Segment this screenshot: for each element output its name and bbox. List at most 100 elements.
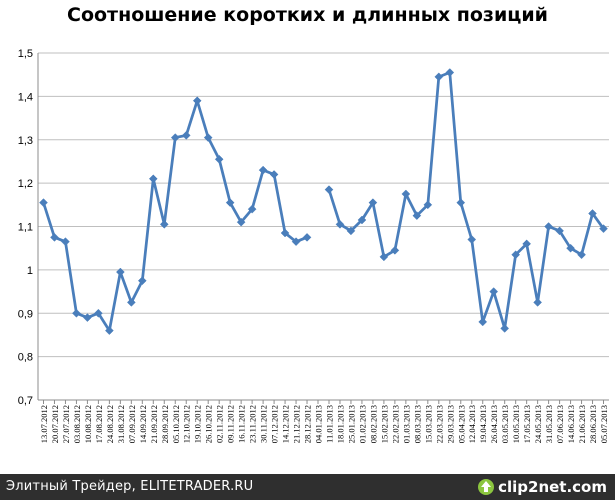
data-point-marker xyxy=(588,209,597,218)
x-tick-label: 14.06.2013 xyxy=(566,405,576,443)
x-tick-label: 21.06.2013 xyxy=(577,405,587,443)
data-point-marker xyxy=(599,224,608,234)
x-tick-label: 13.07.2012 xyxy=(39,405,49,443)
x-tick-label: 22.02.2013 xyxy=(390,405,400,443)
line-chart: 1,5 1,4 1,3 1,2 1,1 1 0,9 0,8 0,7 13.07.2012 20.0… xyxy=(18,48,609,443)
x-tick-label: 19.04.2013 xyxy=(478,405,488,443)
data-point-marker xyxy=(302,232,312,242)
x-tick-label: 08.03.2013 xyxy=(412,405,422,443)
y-tick-label: 1,1 xyxy=(18,222,33,234)
x-tick-label: 12.04.2013 xyxy=(467,405,477,443)
series-markers xyxy=(39,68,608,335)
data-point-marker xyxy=(61,237,70,247)
data-point-marker xyxy=(148,174,158,184)
data-point-marker xyxy=(423,200,433,210)
series-line xyxy=(42,71,605,332)
data-point-marker xyxy=(269,170,279,179)
y-tick-label: 1,2 xyxy=(18,178,33,190)
x-tick-label: 14.12.2012 xyxy=(281,405,291,443)
chart-title: Соотношение коротких и длинных позиций xyxy=(67,4,548,26)
data-point-marker xyxy=(434,72,444,82)
x-tick-label: 15.03.2013 xyxy=(423,405,433,443)
data-point-marker xyxy=(324,185,334,194)
data-point-marker xyxy=(105,326,114,335)
x-tick-label: 22.03.2013 xyxy=(434,405,444,443)
x-tick-label: 01.03.2013 xyxy=(401,405,411,443)
x-tick-label: 02.11.2012 xyxy=(215,405,225,443)
x-tick-label: 17.08.2012 xyxy=(94,405,104,443)
data-point-marker xyxy=(401,189,411,199)
x-tick-label: 30.11.2012 xyxy=(259,405,269,443)
data-point-marker xyxy=(522,239,531,249)
x-tick-label: 26.04.2013 xyxy=(489,405,499,443)
data-point-marker xyxy=(467,235,477,244)
data-point-marker xyxy=(368,198,378,207)
data-point-marker xyxy=(247,204,257,214)
x-tick-label: 10.05.2013 xyxy=(511,405,521,443)
x-tick-label: 11.01.2013 xyxy=(324,405,334,443)
y-tick-label: 0,9 xyxy=(18,308,33,320)
data-point-marker xyxy=(412,211,422,221)
x-tick-label: 15.02.2013 xyxy=(379,405,389,443)
x-tick-label: 05.04.2013 xyxy=(456,405,466,443)
x-tick-label: 07.09.2012 xyxy=(127,405,137,443)
data-point-marker xyxy=(225,198,235,207)
x-tick-label: 14.09.2012 xyxy=(138,405,148,443)
x-tick-label: 16.11.2012 xyxy=(237,405,247,443)
x-tick-label: 18.01.2013 xyxy=(335,405,345,443)
x-tick-label: 25.01.2013 xyxy=(346,405,356,443)
data-point-marker xyxy=(181,131,191,140)
x-tick-label: 10.08.2012 xyxy=(83,405,93,443)
data-point-marker xyxy=(566,243,575,253)
x-tick-label: 12.10.2012 xyxy=(182,405,192,443)
x-tick-label: 17.05.2013 xyxy=(522,405,532,443)
logo-text: clip2net.com xyxy=(498,478,607,496)
x-tick-label: 01.02.2013 xyxy=(357,405,367,443)
data-point-marker xyxy=(456,198,466,207)
data-point-marker xyxy=(170,133,180,142)
x-tick-label: 24.05.2013 xyxy=(533,405,543,443)
data-point-marker xyxy=(544,222,553,231)
data-point-marker xyxy=(126,298,136,307)
data-point-marker xyxy=(203,133,213,142)
data-point-marker xyxy=(335,219,345,229)
x-tick-label: 07.12.2012 xyxy=(270,405,280,443)
x-tick-label: 05.07.2013 xyxy=(599,405,609,443)
x-tick-label: 08.02.2013 xyxy=(368,405,378,443)
data-point-marker xyxy=(445,68,455,77)
data-point-marker xyxy=(137,276,147,286)
data-point-marker xyxy=(577,250,586,260)
x-tick-label: 23.11.2012 xyxy=(248,405,258,443)
y-tick-label: 0,7 xyxy=(18,395,33,407)
x-tick-label: 28.09.2012 xyxy=(160,405,170,443)
x-tick-label: 03.05.2013 xyxy=(500,405,510,443)
y-tick-label: 1,3 xyxy=(18,135,33,147)
data-point-marker xyxy=(258,165,268,175)
series-line-path xyxy=(42,71,605,332)
axes xyxy=(37,53,609,404)
data-point-marker xyxy=(94,308,103,318)
y-tick-label: 0,8 xyxy=(18,352,33,364)
data-point-marker xyxy=(533,298,542,307)
y-tick-label: 1 xyxy=(27,265,33,277)
data-point-marker xyxy=(214,154,224,164)
data-point-marker xyxy=(291,237,301,247)
x-tick-label: 05.10.2012 xyxy=(171,405,181,443)
x-tick-label: 04.01.2013 xyxy=(314,405,324,443)
data-point-marker xyxy=(357,215,367,225)
data-point-marker xyxy=(390,246,400,255)
x-tick-label: 27.07.2012 xyxy=(61,405,71,443)
data-point-marker xyxy=(489,287,499,296)
x-tick-label: 21.12.2012 xyxy=(292,405,302,443)
data-point-marker xyxy=(116,267,125,277)
data-point-marker xyxy=(159,219,169,229)
grid-lines xyxy=(38,52,609,401)
data-point-marker xyxy=(478,317,488,327)
x-tick-label: 26.10.2012 xyxy=(204,405,214,443)
y-tick-labels: 1,5 1,4 1,3 1,2 1,1 1 0,9 0,8 0,7 xyxy=(18,48,33,407)
data-point-marker xyxy=(39,198,48,207)
x-tick-label: 09.11.2012 xyxy=(226,405,236,443)
x-tick-label: 28.06.2013 xyxy=(588,405,598,443)
data-point-marker xyxy=(500,324,510,333)
data-point-marker xyxy=(236,217,246,227)
